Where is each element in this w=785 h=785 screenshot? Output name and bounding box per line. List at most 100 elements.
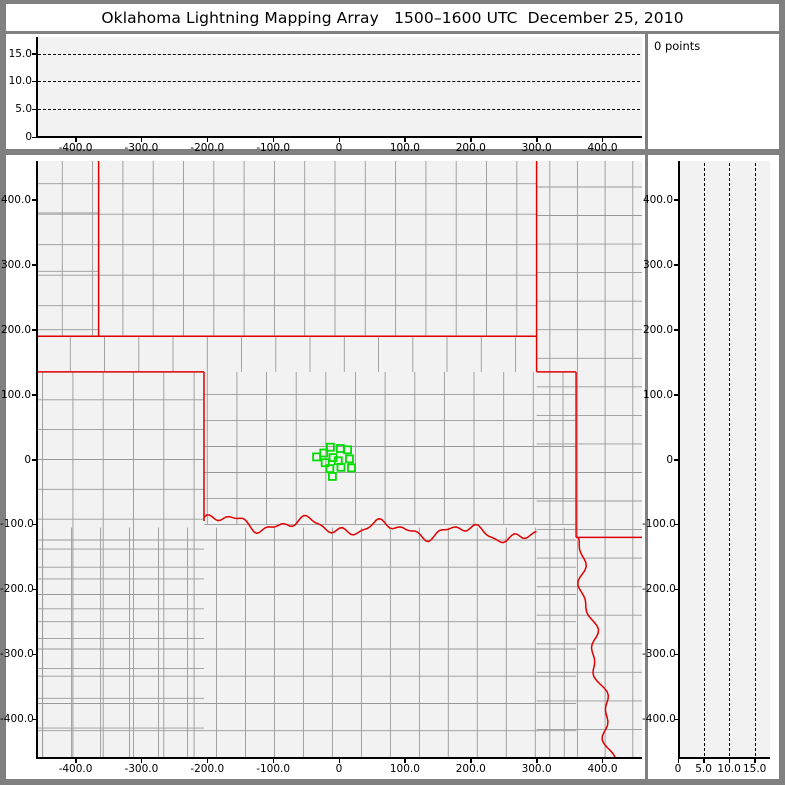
x-tick-mark: [703, 758, 705, 763]
x-tick-label: 200.0: [456, 142, 486, 154]
y-tick-mark: [674, 459, 679, 461]
lightning-source-marker: [329, 473, 336, 480]
y-tick-label: 400.0: [0, 194, 31, 206]
lightning-source-markers: [313, 444, 355, 480]
y-tick-label: 200.0: [642, 324, 673, 336]
y-tick-mark: [674, 199, 679, 201]
x-tick-mark: [75, 137, 77, 142]
y-tick-label: -200.0: [642, 583, 673, 595]
x-tick-mark: [273, 758, 275, 763]
time-height-plot-area[interactable]: [36, 37, 642, 137]
gridline: [729, 163, 730, 756]
x-tick-mark: [207, 137, 209, 142]
y-tick-label: 0: [0, 454, 31, 466]
x-tick-mark: [470, 137, 472, 142]
x-tick-label: 100.0: [390, 142, 420, 154]
gridline: [38, 109, 640, 110]
y-tick-mark: [32, 53, 37, 55]
y-tick-mark: [32, 109, 37, 111]
x-tick-label: -100.0: [256, 763, 290, 775]
x-tick-label: 300.0: [522, 142, 552, 154]
y-tick-mark: [32, 654, 37, 656]
x-tick-mark: [536, 137, 538, 142]
y-tick-label: -300.0: [0, 648, 31, 660]
x-tick-mark: [273, 137, 275, 142]
x-tick-label: 5.0: [695, 763, 712, 775]
y-tick-mark: [674, 264, 679, 266]
height-latitude-plot-area[interactable]: [678, 161, 770, 758]
page-title: Oklahoma Lightning Mapping Array 1500–16…: [101, 9, 683, 27]
y-tick-mark: [32, 264, 37, 266]
county-borders: [36, 161, 642, 758]
lightning-source-marker: [348, 464, 355, 471]
map-geography: [36, 161, 642, 758]
y-tick-label: 400.0: [642, 194, 673, 206]
x-tick-mark: [602, 137, 604, 142]
x-tick-mark: [339, 758, 341, 763]
x-tick-label: -200.0: [190, 763, 224, 775]
y-tick-mark: [674, 394, 679, 396]
x-tick-label: -200.0: [190, 142, 224, 154]
x-tick-mark: [75, 758, 77, 763]
x-tick-mark: [404, 137, 406, 142]
x-tick-mark: [602, 758, 604, 763]
point-count-label: 0 points: [654, 39, 700, 53]
y-tick-mark: [32, 329, 37, 331]
x-tick-label: 300.0: [522, 763, 552, 775]
state-border-red-river: [204, 515, 537, 543]
y-tick-mark: [674, 719, 679, 721]
y-tick-label: -200.0: [0, 583, 31, 595]
y-tick-label: 100.0: [642, 389, 673, 401]
map-plot-area[interactable]: [36, 161, 642, 758]
gridline: [38, 54, 640, 55]
y-tick-mark: [32, 589, 37, 591]
time-height-y-axis: [36, 37, 38, 137]
x-tick-label: -400.0: [59, 142, 93, 154]
y-tick-label: -300.0: [642, 648, 673, 660]
x-tick-mark: [141, 758, 143, 763]
y-tick-label: 5.0: [4, 103, 32, 115]
y-tick-mark: [32, 394, 37, 396]
y-tick-label: 0: [642, 454, 673, 466]
gridline: [755, 163, 756, 756]
y-tick-mark: [674, 524, 679, 526]
y-tick-label: 300.0: [642, 259, 673, 271]
y-tick-label: 0: [4, 131, 32, 143]
y-tick-mark: [674, 589, 679, 591]
x-tick-label: 100.0: [390, 763, 420, 775]
y-tick-label: -400.0: [0, 713, 31, 725]
y-tick-label: -100.0: [642, 518, 673, 530]
y-tick-mark: [32, 719, 37, 721]
x-tick-label: -100.0: [256, 142, 290, 154]
lightning-source-marker: [346, 455, 353, 462]
x-tick-mark: [536, 758, 538, 763]
x-tick-label: 10.0: [717, 763, 740, 775]
x-tick-mark: [207, 758, 209, 763]
y-tick-mark: [32, 459, 37, 461]
y-tick-label: 100.0: [0, 389, 31, 401]
x-tick-label: 0: [336, 142, 343, 154]
x-tick-label: -300.0: [124, 142, 158, 154]
application-window: Oklahoma Lightning Mapping Array 1500–16…: [0, 0, 785, 785]
gridline: [38, 81, 640, 82]
x-tick-mark: [754, 758, 756, 763]
x-tick-label: 400.0: [587, 142, 617, 154]
x-tick-label: 0: [675, 763, 682, 775]
lightning-source-marker: [313, 453, 320, 460]
y-tick-label: 10.0: [4, 75, 32, 87]
y-tick-mark: [32, 81, 37, 83]
y-tick-label: 15.0: [4, 48, 32, 60]
x-tick-label: 15.0: [743, 763, 766, 775]
x-tick-label: 0: [336, 763, 343, 775]
y-tick-mark: [32, 524, 37, 526]
x-tick-label: -400.0: [59, 763, 93, 775]
x-tick-mark: [470, 758, 472, 763]
x-tick-mark: [678, 758, 680, 763]
lightning-source-marker: [344, 446, 351, 453]
x-tick-mark: [339, 137, 341, 142]
y-tick-mark: [674, 654, 679, 656]
y-tick-mark: [32, 137, 37, 139]
y-tick-mark: [674, 329, 679, 331]
x-tick-mark: [729, 758, 731, 763]
height-latitude-x-axis: [678, 757, 770, 759]
